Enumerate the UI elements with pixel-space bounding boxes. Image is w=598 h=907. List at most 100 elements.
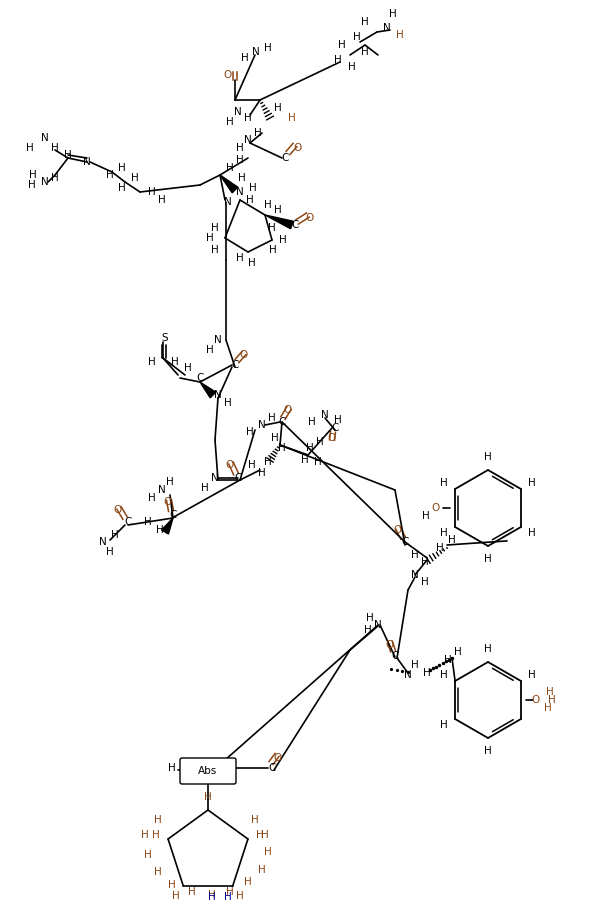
Text: C: C <box>401 537 408 547</box>
Text: H: H <box>148 493 156 503</box>
Text: H: H <box>211 245 219 255</box>
Text: H: H <box>364 625 372 635</box>
Text: H: H <box>244 113 252 123</box>
Text: H: H <box>64 150 72 160</box>
Text: H: H <box>184 363 192 373</box>
Text: N: N <box>244 135 252 145</box>
Polygon shape <box>200 382 216 398</box>
Text: H: H <box>278 443 286 453</box>
Text: O: O <box>274 753 282 763</box>
Text: H: H <box>264 847 272 857</box>
Text: H: H <box>448 535 456 545</box>
Text: H: H <box>268 413 276 423</box>
Text: H: H <box>172 892 179 902</box>
Text: H: H <box>188 887 196 897</box>
Text: H: H <box>334 55 342 65</box>
Text: O: O <box>532 695 540 705</box>
Text: H: H <box>422 511 430 521</box>
Text: H: H <box>411 660 419 670</box>
Text: H: H <box>544 703 552 713</box>
Text: H: H <box>246 195 254 205</box>
Text: H: H <box>51 173 59 183</box>
Text: H: H <box>444 655 452 665</box>
Text: H: H <box>168 880 176 890</box>
Text: N: N <box>236 187 244 197</box>
Text: H: H <box>254 128 262 138</box>
Text: H: H <box>141 830 149 840</box>
Text: H: H <box>279 235 287 245</box>
Text: H: H <box>118 163 126 173</box>
Text: H: H <box>484 452 492 462</box>
Text: H: H <box>484 746 492 756</box>
Text: H: H <box>314 457 322 467</box>
Text: C: C <box>391 651 399 661</box>
Text: N: N <box>374 620 382 630</box>
Text: H: H <box>274 205 282 215</box>
Text: H: H <box>306 443 314 453</box>
Text: H: H <box>264 200 272 210</box>
Text: N: N <box>404 670 412 680</box>
Text: N: N <box>411 570 419 580</box>
Text: H: H <box>269 245 277 255</box>
Text: N: N <box>224 197 232 207</box>
Text: N: N <box>214 390 222 400</box>
Text: H: H <box>226 887 234 897</box>
Text: C: C <box>291 220 298 230</box>
Text: O: O <box>226 460 234 470</box>
Text: H: H <box>528 669 536 679</box>
Text: H: H <box>454 647 462 657</box>
Text: C: C <box>331 423 338 433</box>
Text: S: S <box>161 333 168 343</box>
Text: H: H <box>204 792 212 802</box>
Text: H: H <box>211 223 219 233</box>
Text: H: H <box>148 187 156 197</box>
Text: H: H <box>156 525 164 535</box>
Text: H: H <box>421 557 429 567</box>
FancyBboxPatch shape <box>180 758 236 784</box>
Text: H: H <box>366 613 374 623</box>
Text: N: N <box>158 485 166 495</box>
Text: H: H <box>264 43 272 53</box>
Text: H: H <box>361 47 369 57</box>
Text: N: N <box>321 410 329 420</box>
Text: H: H <box>144 850 152 860</box>
Text: H: H <box>236 892 244 902</box>
Text: H: H <box>224 398 232 408</box>
Text: H: H <box>301 455 309 465</box>
Text: C: C <box>124 517 132 527</box>
Text: H: H <box>111 530 119 540</box>
Text: H: H <box>268 223 276 233</box>
Text: C: C <box>231 360 239 370</box>
Text: O: O <box>239 350 247 360</box>
Text: H: H <box>238 173 246 183</box>
Text: H: H <box>246 427 254 437</box>
Text: O: O <box>224 70 232 80</box>
Text: H: H <box>258 468 266 478</box>
Text: N: N <box>383 23 391 33</box>
Text: H: H <box>421 577 429 587</box>
Text: H: H <box>258 865 266 875</box>
Text: O: O <box>386 640 394 650</box>
Text: H: H <box>226 117 234 127</box>
Text: H: H <box>201 483 209 493</box>
Text: O: O <box>432 503 440 513</box>
Text: N: N <box>211 473 219 483</box>
Text: H: H <box>244 877 252 887</box>
Text: H: H <box>29 170 37 180</box>
Text: N: N <box>99 537 107 547</box>
Text: H: H <box>436 543 444 553</box>
Text: H: H <box>154 815 162 825</box>
Text: Abs: Abs <box>199 766 218 776</box>
Text: H: H <box>261 830 269 840</box>
Text: O: O <box>328 433 336 443</box>
Text: H: H <box>144 517 152 527</box>
Text: H: H <box>274 103 282 113</box>
Text: O: O <box>306 213 314 223</box>
Text: H: H <box>308 417 316 427</box>
Text: O: O <box>284 405 292 415</box>
Text: H: H <box>106 547 114 557</box>
Text: H: H <box>148 357 156 367</box>
Text: H: H <box>440 529 448 539</box>
Text: H: H <box>26 143 34 153</box>
Text: C: C <box>169 510 176 520</box>
